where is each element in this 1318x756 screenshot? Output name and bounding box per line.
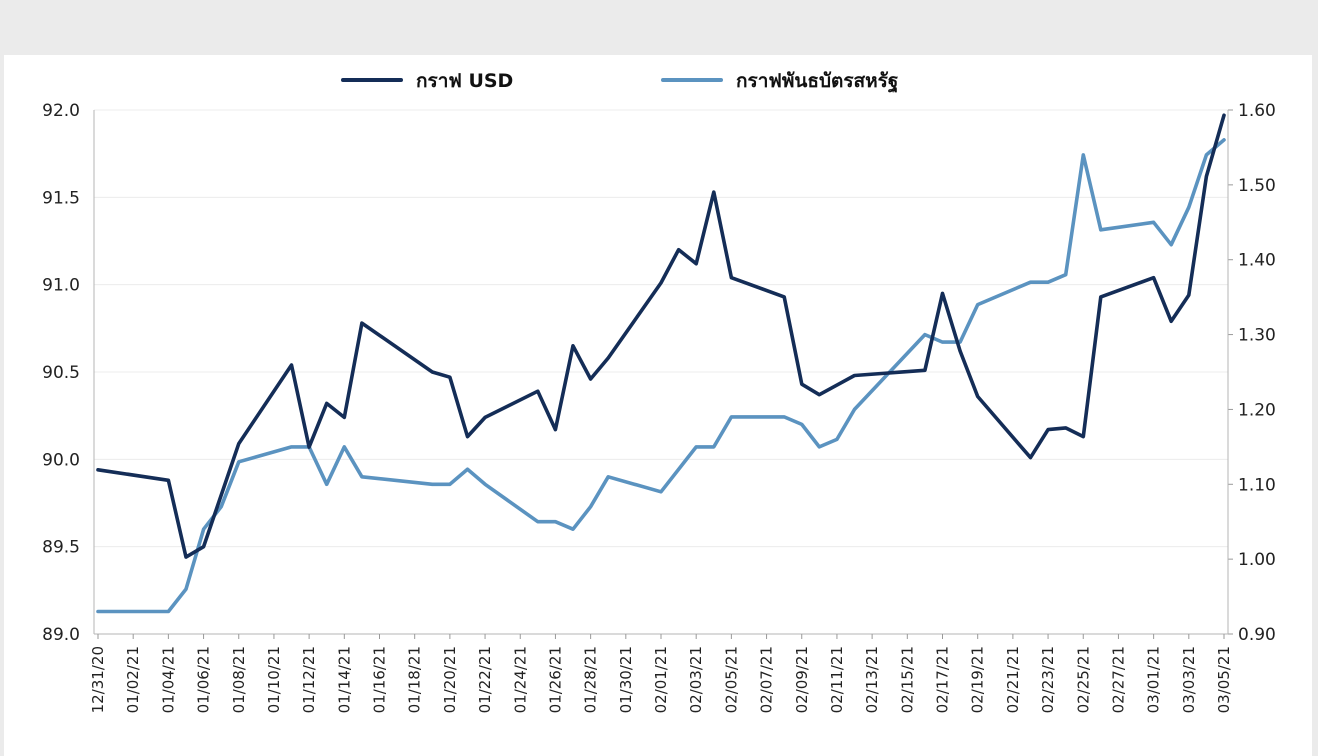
legend-label: กราฟ USD — [416, 70, 513, 92]
axes: 89.0 89.5 90.0 90.5 91.0 91.5 92.0 0.90 1.00 1.10… — [42, 101, 1276, 713]
x-tick-label: 02/21/21 — [1004, 646, 1022, 713]
y-right-tick-label: 0.90 — [1238, 625, 1276, 645]
y-left-tick-label: 91.5 — [42, 188, 80, 208]
y-right-tick-label: 1.50 — [1238, 176, 1276, 196]
x-tick-label: 12/31/20 — [89, 646, 107, 713]
x-tick-label: 01/10/21 — [265, 646, 283, 713]
x-tick-label: 01/24/21 — [511, 646, 529, 713]
y-left-tick-label: 89.0 — [42, 625, 80, 645]
y-right-tick-label: 1.20 — [1238, 400, 1276, 420]
x-tick-label: 02/23/21 — [1039, 646, 1057, 713]
x-tick-label: 01/20/21 — [441, 646, 459, 713]
x-tick-label: 03/03/21 — [1180, 646, 1198, 713]
x-tick-label: 02/05/21 — [722, 646, 740, 713]
legend: กราฟ USD กราฟพันธบัตรสหรัฐ — [341, 70, 898, 94]
x-tick-label: 02/19/21 — [969, 646, 987, 713]
y-left-tick-label: 89.5 — [42, 538, 80, 558]
y-right-tick-label: 1.60 — [1238, 101, 1276, 121]
series-line — [96, 113, 1226, 559]
x-tick-label: 01/18/21 — [406, 646, 424, 713]
x-tick-label: 02/13/21 — [863, 646, 881, 713]
x-tick-label: 01/16/21 — [371, 646, 389, 713]
y-left-tick-label: 92.0 — [42, 101, 80, 121]
x-tick-label: 02/11/21 — [828, 646, 846, 713]
x-tick-label: 02/15/21 — [898, 646, 916, 713]
chart-panel — [4, 55, 1312, 756]
x-tick-label: 02/07/21 — [758, 646, 776, 713]
legend-label: กราฟพันธบัตรสหรัฐ — [736, 70, 898, 94]
y-left-tick-label: 90.0 — [42, 450, 80, 470]
x-tick-label: 01/08/21 — [230, 646, 248, 713]
x-tick-label: 01/02/21 — [124, 646, 142, 713]
y-right-tick-label: 1.10 — [1238, 475, 1276, 495]
y-right-tick-label: 1.40 — [1238, 251, 1276, 271]
x-tick-label: 01/30/21 — [617, 646, 635, 713]
y-right-tick-label: 1.00 — [1238, 550, 1276, 570]
x-tick-label: 02/01/21 — [652, 646, 670, 713]
x-tick-label: 01/22/21 — [476, 646, 494, 713]
y-left-tick-label: 91.0 — [42, 276, 80, 296]
x-tick-label: 02/25/21 — [1074, 646, 1092, 713]
x-tick-label: 01/12/21 — [300, 646, 318, 713]
x-tick-label: 01/14/21 — [335, 646, 353, 713]
x-tick-label: 01/06/21 — [195, 646, 213, 713]
y-right-tick-label: 1.30 — [1238, 326, 1276, 346]
x-tick-label: 02/17/21 — [934, 646, 952, 713]
x-tick-label: 02/27/21 — [1109, 646, 1127, 713]
x-tick-label: 03/05/21 — [1215, 646, 1233, 713]
series-lines — [96, 113, 1226, 614]
x-tick-label: 01/28/21 — [582, 646, 600, 713]
x-tick-label: 02/09/21 — [793, 646, 811, 713]
x-tick-label: 03/01/21 — [1145, 646, 1163, 713]
y-left-tick-label: 90.5 — [42, 363, 80, 383]
x-tick-label: 01/04/21 — [159, 646, 177, 713]
x-tick-label: 01/26/21 — [546, 646, 564, 713]
x-tick-label: 02/03/21 — [687, 646, 705, 713]
